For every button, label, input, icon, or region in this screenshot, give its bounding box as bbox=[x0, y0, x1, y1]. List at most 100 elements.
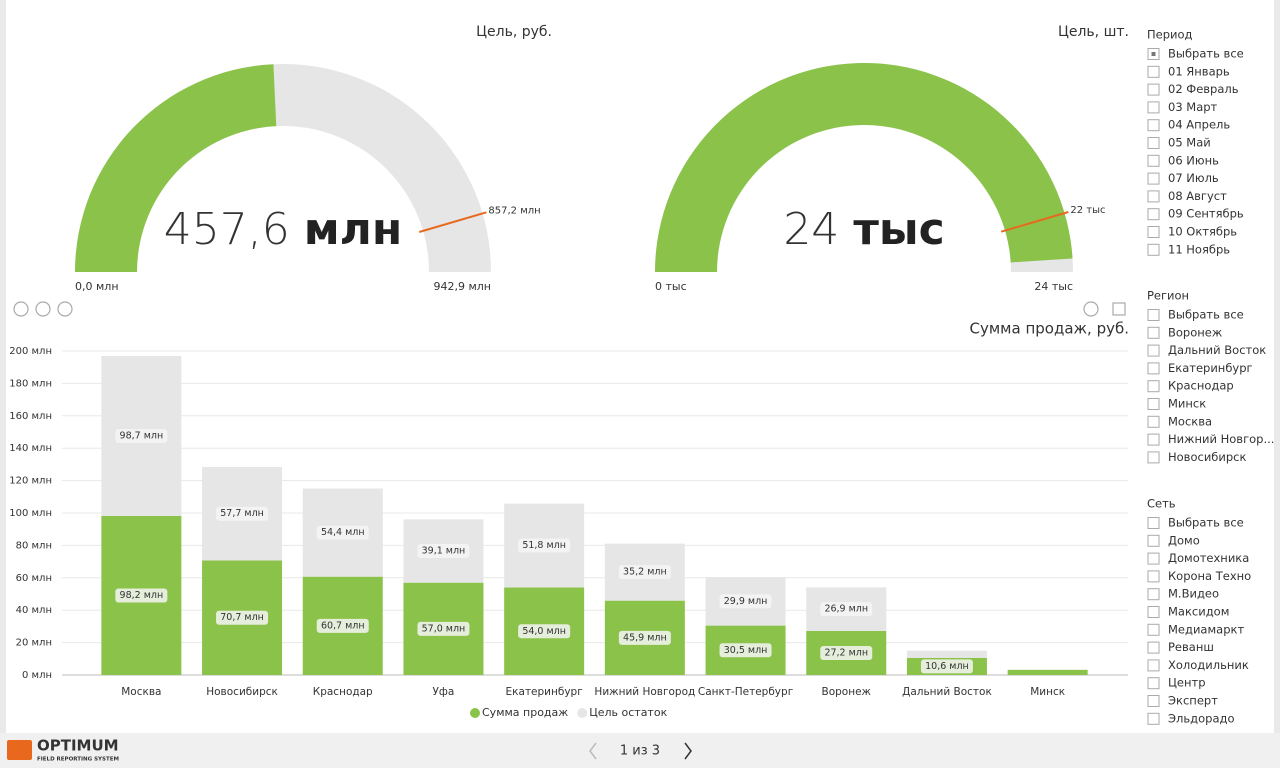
slicer-checkbox[interactable] bbox=[1147, 154, 1160, 167]
slicer-item: Новосибирск bbox=[1168, 450, 1246, 464]
x-tick-label: Дальний Восток bbox=[902, 686, 992, 698]
x-tick-label: Москва bbox=[121, 686, 161, 698]
slicer-checkbox[interactable] bbox=[1147, 552, 1160, 565]
slicer-item: Эксперт bbox=[1168, 694, 1218, 708]
slicer-item: Холодильник bbox=[1168, 658, 1249, 672]
slicer-checkbox[interactable] bbox=[1147, 326, 1160, 339]
y-tick-label: 80 млн bbox=[16, 540, 52, 551]
slicer-item: Краснодар bbox=[1168, 379, 1234, 393]
slicer-checkbox[interactable] bbox=[1147, 433, 1160, 446]
legend-marker bbox=[577, 708, 588, 718]
slicer-item: Минск bbox=[1168, 397, 1206, 411]
legend-label: Сумма продаж bbox=[482, 706, 568, 719]
logo-icon bbox=[7, 740, 32, 760]
slicer-title: Регион bbox=[1147, 289, 1189, 303]
bar-segment bbox=[906, 650, 987, 658]
value-label: 29,9 млн bbox=[724, 596, 768, 607]
gauge-max-label: 942,9 млн bbox=[433, 280, 491, 293]
slicer-checkbox[interactable] bbox=[1147, 415, 1160, 428]
slicer-checkbox[interactable] bbox=[1147, 190, 1160, 203]
value-label-bg bbox=[115, 588, 168, 603]
slicer-item: М.Видео bbox=[1168, 587, 1219, 601]
gauge-min-label: 0,0 млн bbox=[75, 280, 119, 293]
slicer-checkbox[interactable] bbox=[1147, 659, 1160, 672]
y-tick-label: 100 млн bbox=[9, 508, 52, 519]
slicer-checkbox[interactable] bbox=[1147, 119, 1160, 132]
gauge-value-label: 24 тыс bbox=[783, 204, 944, 255]
x-tick-label: Воронеж bbox=[821, 686, 871, 698]
value-label: 98,7 млн bbox=[120, 430, 164, 441]
slicer-checkbox[interactable] bbox=[1147, 226, 1160, 238]
slicer-checkbox[interactable] bbox=[1147, 101, 1160, 114]
gauge-target bbox=[418, 211, 487, 233]
slicer-item: Центр bbox=[1168, 676, 1206, 690]
slicer-check-partial bbox=[1151, 52, 1156, 56]
slicer-checkbox[interactable] bbox=[1147, 641, 1160, 654]
value-label: 60,7 млн bbox=[321, 620, 365, 631]
value-label: 54,0 млн bbox=[522, 626, 566, 637]
y-tick-label: 20 млн bbox=[16, 638, 52, 649]
slicer-checkbox[interactable] bbox=[1147, 677, 1160, 690]
slicer-checkbox[interactable] bbox=[1147, 172, 1160, 185]
next-page[interactable] bbox=[684, 742, 692, 760]
slicer-item: 09 Сентябрь bbox=[1168, 207, 1244, 221]
slicer-checkbox[interactable] bbox=[1147, 534, 1160, 547]
slicer-checkbox[interactable] bbox=[1147, 208, 1160, 221]
slicer-checkbox[interactable] bbox=[1147, 83, 1160, 96]
gauge-value bbox=[655, 62, 1073, 272]
prev-page[interactable] bbox=[589, 742, 597, 760]
value-label-bg bbox=[417, 621, 470, 636]
slicer-item: Реванш bbox=[1168, 640, 1214, 654]
slicer-checkbox[interactable] bbox=[1147, 570, 1160, 583]
legend-marker bbox=[470, 708, 480, 718]
slicer-checkbox[interactable] bbox=[1147, 309, 1160, 321]
y-tick-label: 60 млн bbox=[16, 573, 52, 584]
slicer-checkbox[interactable] bbox=[1147, 606, 1160, 618]
bar-segment bbox=[1007, 669, 1088, 675]
slicer-item: Домотехника bbox=[1168, 551, 1249, 565]
slicer-checkbox[interactable] bbox=[1147, 243, 1160, 256]
gauge-value-unit: тыс bbox=[853, 204, 944, 255]
slicer-checkbox[interactable] bbox=[1147, 588, 1160, 601]
drill-down-icon[interactable] bbox=[35, 301, 51, 317]
y-tick-label: 160 млн bbox=[9, 411, 52, 422]
x-tick-label: Новосибирск bbox=[206, 686, 278, 698]
slicer-checkbox[interactable] bbox=[1147, 137, 1160, 149]
value-label: 39,1 млн bbox=[422, 545, 466, 556]
gauge-min-label: 0 тыс bbox=[655, 280, 687, 293]
slicer-checkbox[interactable] bbox=[1147, 380, 1160, 393]
slicer-checkbox[interactable] bbox=[1147, 451, 1160, 464]
slicer-checkbox[interactable] bbox=[1147, 623, 1160, 636]
gauge-value-label: 457,6 млн bbox=[164, 204, 403, 255]
value-label-bg bbox=[316, 618, 369, 633]
slicer-checkbox[interactable] bbox=[1147, 362, 1160, 375]
value-label: 57,7 млн bbox=[220, 508, 264, 519]
drill-mode-icon[interactable] bbox=[1083, 301, 1099, 317]
drill-up-icon[interactable] bbox=[13, 301, 29, 317]
slicer-checkbox[interactable] bbox=[1147, 712, 1160, 725]
slicer-checkbox[interactable] bbox=[1147, 344, 1160, 357]
slicer-item: Екатеринбург bbox=[1168, 361, 1253, 375]
value-label-bg bbox=[719, 594, 772, 609]
slicer-checkbox[interactable] bbox=[1147, 65, 1160, 78]
value-label-bg bbox=[216, 610, 269, 625]
focus-icon[interactable] bbox=[1112, 302, 1126, 316]
slicer-item: Медиамаркт bbox=[1168, 622, 1244, 636]
slicer-checkbox[interactable] bbox=[1147, 695, 1160, 707]
expand-icon[interactable] bbox=[57, 301, 73, 317]
logo: OPTIMUM FIELD REPORTING SYSTEM bbox=[7, 737, 119, 763]
value-label: 10,6 млн bbox=[925, 661, 969, 672]
slicer-item: Нижний Новгор... bbox=[1168, 432, 1274, 446]
slicer-checkbox[interactable] bbox=[1147, 517, 1160, 529]
tagline: FIELD REPORTING SYSTEM bbox=[37, 757, 119, 763]
slicer-item: 07 Июль bbox=[1168, 171, 1219, 185]
slicer-item: Домо bbox=[1168, 533, 1200, 547]
x-tick-label: Нижний Новгород bbox=[594, 686, 695, 698]
gauge-title: Цель, руб. bbox=[476, 24, 552, 40]
y-tick-label: 180 млн bbox=[9, 378, 52, 389]
value-label-bg bbox=[417, 543, 470, 558]
slicer-checkbox[interactable] bbox=[1147, 398, 1160, 410]
y-tick-label: 0 млн bbox=[22, 670, 52, 681]
slicer-item: 10 Октябрь bbox=[1168, 225, 1237, 239]
value-label-bg bbox=[316, 525, 369, 540]
